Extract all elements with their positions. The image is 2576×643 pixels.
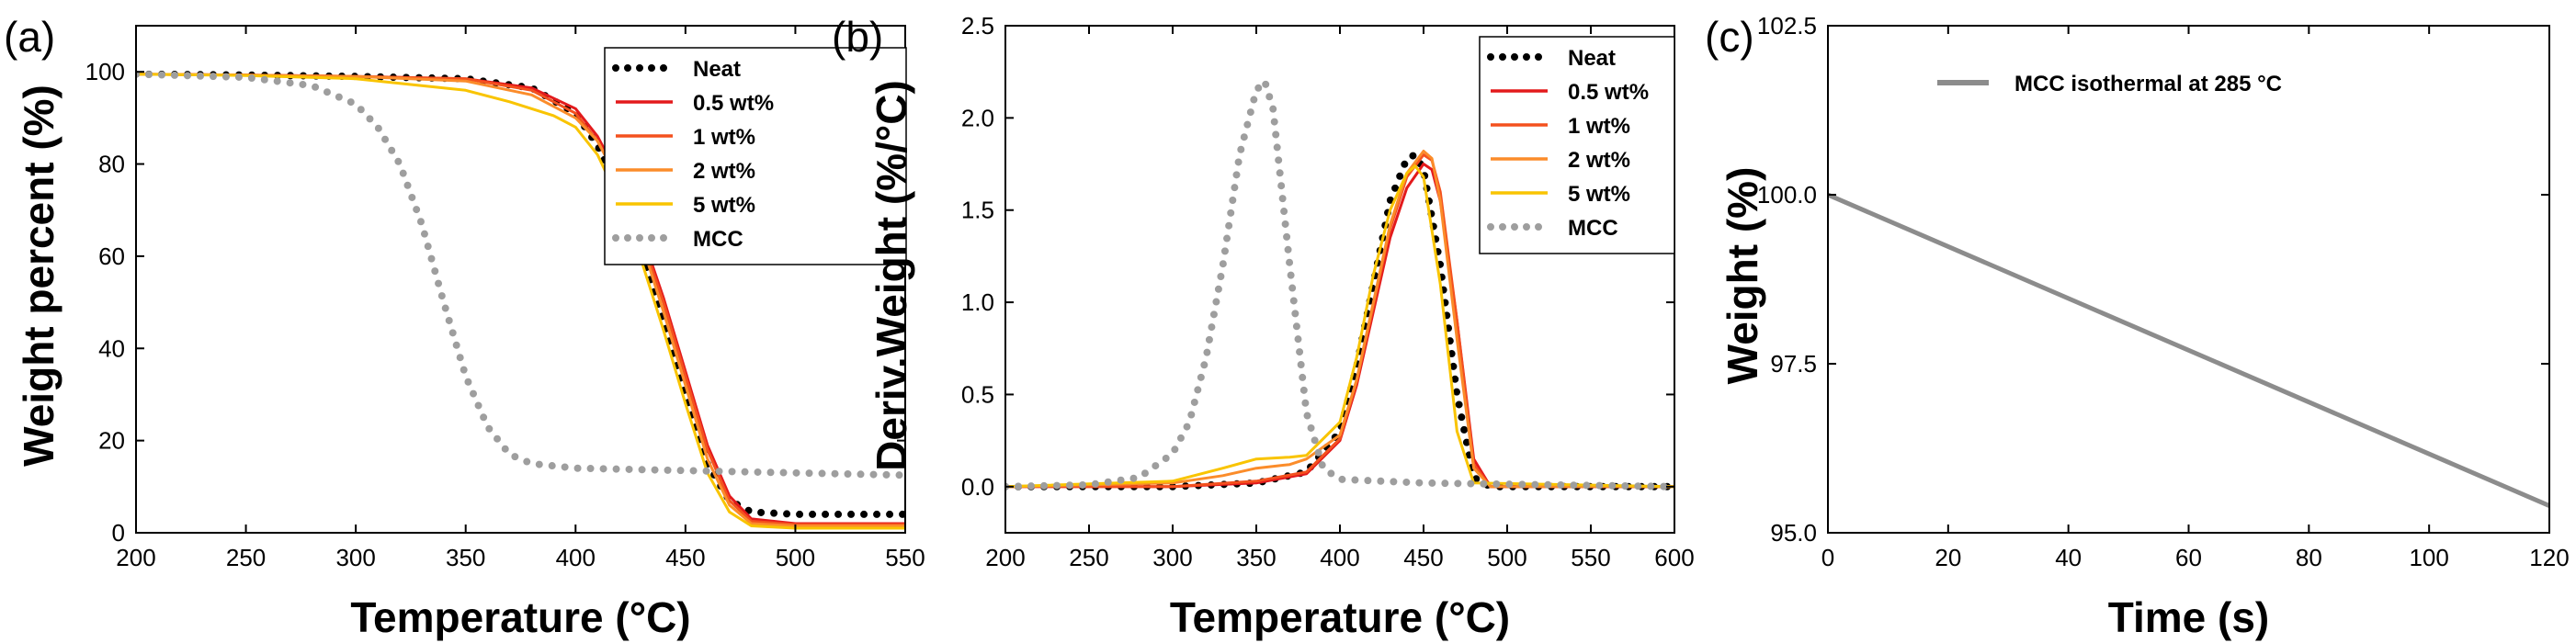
legend-label: 1 wt% [693, 125, 755, 150]
x-tick-label: 120 [2529, 544, 2569, 571]
legend: Neat 0.5 wt% 1 wt% 2 wt% 5 wt% MCC [1479, 36, 1675, 254]
chart-panel-a: (a) 200 250 300 350 400 450 500 550 0 20 40 60 80 100 T… [4, 13, 925, 641]
y-tick-label: 2.0 [961, 104, 994, 131]
legend-label: 2 wt% [693, 159, 755, 184]
series-group [1005, 77, 1674, 491]
x-tick-label: 60 [2175, 544, 2202, 571]
y-tick-label: 95.0 [1770, 519, 1817, 547]
y-tick-label: 0 [112, 519, 125, 547]
x-tick-label: 450 [665, 544, 705, 571]
x-tick-label: 40 [2055, 544, 2082, 571]
legend-label: 0.5 wt% [1568, 80, 1649, 105]
series-line-mcc [136, 70, 905, 479]
y-tick-label: 80 [98, 151, 125, 178]
x-tick-label: 80 [2296, 544, 2322, 571]
y-tick-label: 0.5 [961, 380, 994, 408]
series-line-5-wt- [1005, 164, 1674, 489]
y-tick-label: 97.5 [1770, 350, 1817, 378]
y-axis-title: Weight (%) [1719, 167, 1766, 385]
legend-label: Neat [1568, 46, 1616, 71]
y-axis-title: Deriv.Weight (%/°C) [868, 80, 915, 471]
legend-label: Neat [693, 57, 741, 82]
x-tick-label: 550 [885, 544, 925, 571]
panel-label: (c) [1705, 13, 1754, 61]
legend-label: 5 wt% [1568, 182, 1630, 207]
x-tick-label: 450 [1403, 544, 1443, 571]
series-line-mcc-isothermal-at-285-c [1828, 192, 2549, 508]
x-tick-label: 550 [1571, 544, 1610, 571]
legend-label: MCC [1568, 216, 1618, 241]
x-tick-label: 300 [335, 544, 375, 571]
x-tick-label: 100 [2409, 544, 2448, 571]
x-tick-label: 20 [1935, 544, 1961, 571]
legend-label: 1 wt% [1568, 114, 1630, 139]
legend-label: 5 wt% [693, 193, 755, 218]
legend: MCC isothermal at 285 °C [1937, 72, 2282, 96]
legend-label: MCC [693, 227, 743, 252]
y-tick-label: 100 [85, 58, 125, 85]
x-tick-label: 350 [1236, 544, 1276, 571]
panel-label: (b) [832, 13, 883, 61]
y-tick-label: 2.5 [961, 12, 994, 39]
y-tick-label: 40 [98, 334, 125, 362]
plot-frame [135, 25, 906, 534]
legend-box [1479, 36, 1675, 254]
y-tick-label: 100.0 [1757, 181, 1817, 209]
x-tick-label: 400 [1320, 544, 1359, 571]
panel-label: (a) [4, 13, 55, 61]
legend-label: 2 wt% [1568, 148, 1630, 173]
x-tick-label: 250 [226, 544, 266, 571]
x-tick-label: 200 [985, 544, 1025, 571]
y-tick-label: 20 [98, 427, 125, 455]
x-tick-label: 300 [1152, 544, 1192, 571]
x-tick-label: 500 [776, 544, 815, 571]
x-axis-title: Time (s) [2108, 593, 2270, 641]
y-tick-label: 102.5 [1757, 12, 1817, 39]
chart-panel-c: (c) 0 20 40 60 80 100 120 95.0 97.5 100.0 102.5 Time… [1705, 12, 2570, 641]
x-axis-title: Temperature (°C) [1170, 593, 1510, 641]
series-group [1828, 192, 2549, 508]
x-axis-title: Temperature (°C) [350, 593, 690, 641]
x-tick-label: 200 [116, 544, 155, 571]
x-tick-label: 0 [1821, 544, 1834, 571]
x-tick-label: 600 [1654, 544, 1694, 571]
y-tick-label: 60 [98, 243, 125, 270]
x-tick-label: 350 [446, 544, 485, 571]
legend-label: MCC isothermal at 285 °C [2014, 72, 2282, 96]
x-tick-label: 250 [1069, 544, 1108, 571]
series-line-2-wt- [1005, 150, 1674, 489]
chart-panel-b: (b) 200 250 300 350 400 450 500 550 600 0.0 0.5 1.0 1… [832, 12, 1695, 641]
legend-box [604, 47, 907, 265]
y-tick-label: 1.0 [961, 288, 994, 316]
legend-label: 0.5 wt% [693, 91, 774, 116]
legend: Neat 0.5 wt% 1 wt% 2 wt% 5 wt% MCC [604, 47, 907, 265]
x-tick-label: 400 [556, 544, 596, 571]
series-line-mcc [1005, 77, 1674, 491]
y-tick-label: 1.5 [961, 197, 994, 224]
y-tick-label: 0.0 [961, 473, 994, 501]
y-axis-title: Weight percent (%) [15, 85, 62, 467]
x-tick-label: 500 [1487, 544, 1526, 571]
